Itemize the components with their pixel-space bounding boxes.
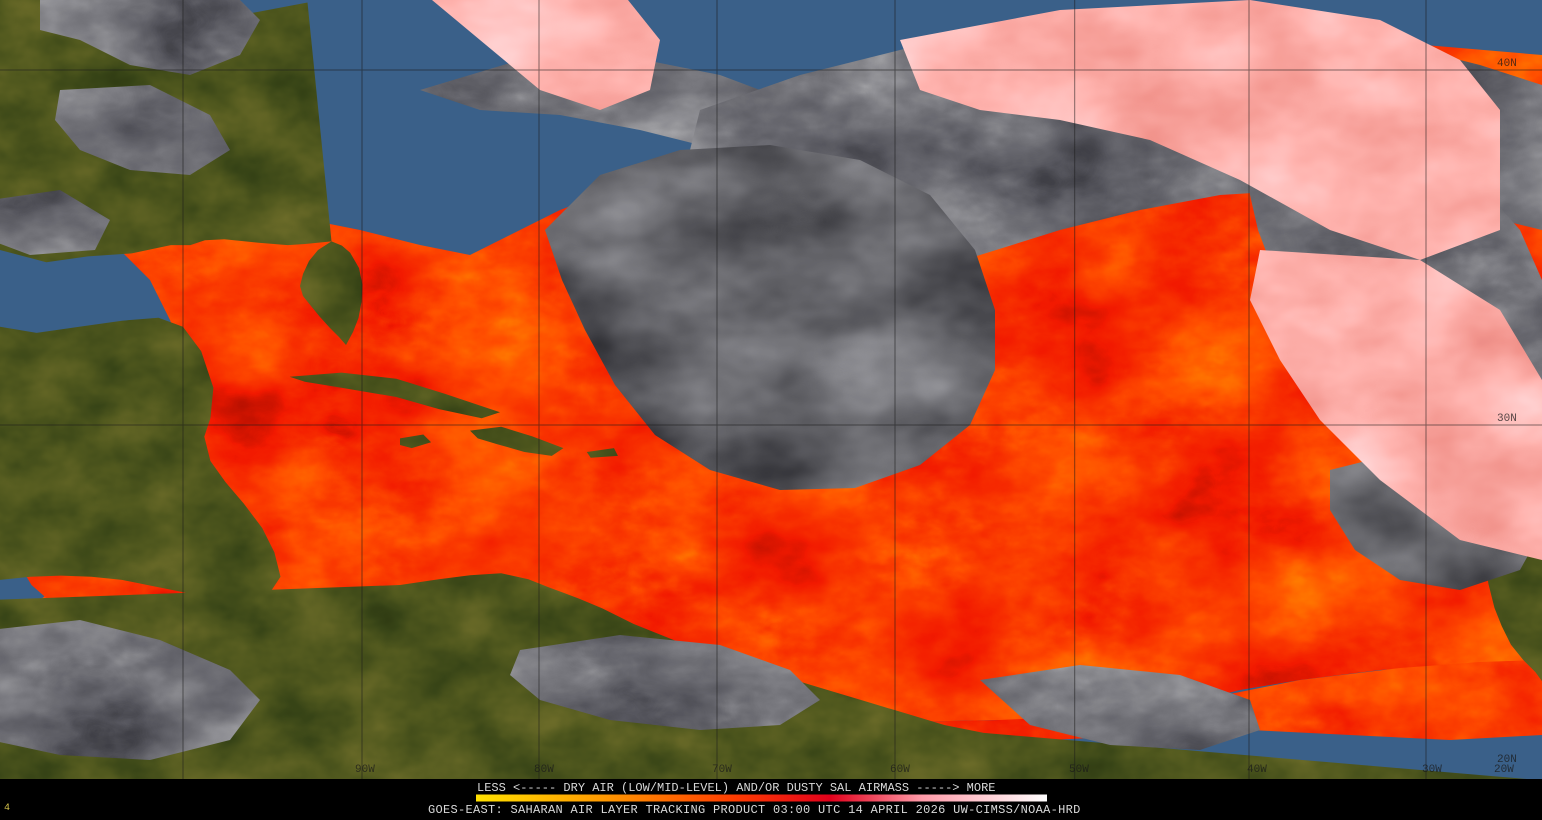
svg-text:GOES-EAST: SAHARAN AIR LAYER T: GOES-EAST: SAHARAN AIR LAYER TRACKING PR… (428, 803, 1081, 817)
svg-text:4: 4 (4, 803, 10, 814)
svg-text:60W: 60W (890, 764, 910, 776)
svg-text:50W: 50W (1069, 764, 1089, 776)
svg-text:80W: 80W (534, 764, 554, 776)
svg-text:40N: 40N (1497, 58, 1517, 70)
svg-text:LESS <----- DRY AIR (LOW/MID-L: LESS <----- DRY AIR (LOW/MID-LEVEL) AND/… (477, 781, 995, 795)
svg-text:20N: 20N (1497, 754, 1517, 766)
svg-text:70W: 70W (712, 764, 732, 776)
svg-text:30N: 30N (1497, 413, 1517, 425)
svg-text:90W: 90W (355, 764, 375, 776)
svg-text:30W: 30W (1422, 764, 1442, 776)
svg-text:40W: 40W (1247, 764, 1267, 776)
